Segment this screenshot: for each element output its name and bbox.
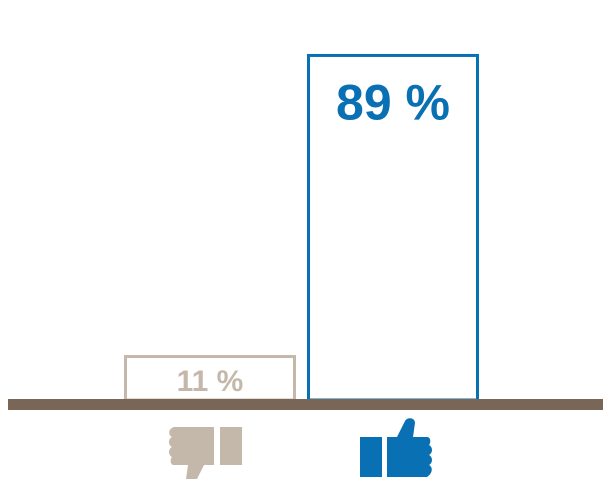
thumbs-down-icon [169, 427, 242, 479]
bar-value-label-dislike: 11 % [177, 365, 244, 398]
thumbs-up-icon [360, 418, 432, 477]
bar-value-label-like: 89 % [336, 74, 450, 130]
bars-group: 11 % 89 % [124, 53, 479, 402]
baseline-axis [8, 399, 603, 410]
